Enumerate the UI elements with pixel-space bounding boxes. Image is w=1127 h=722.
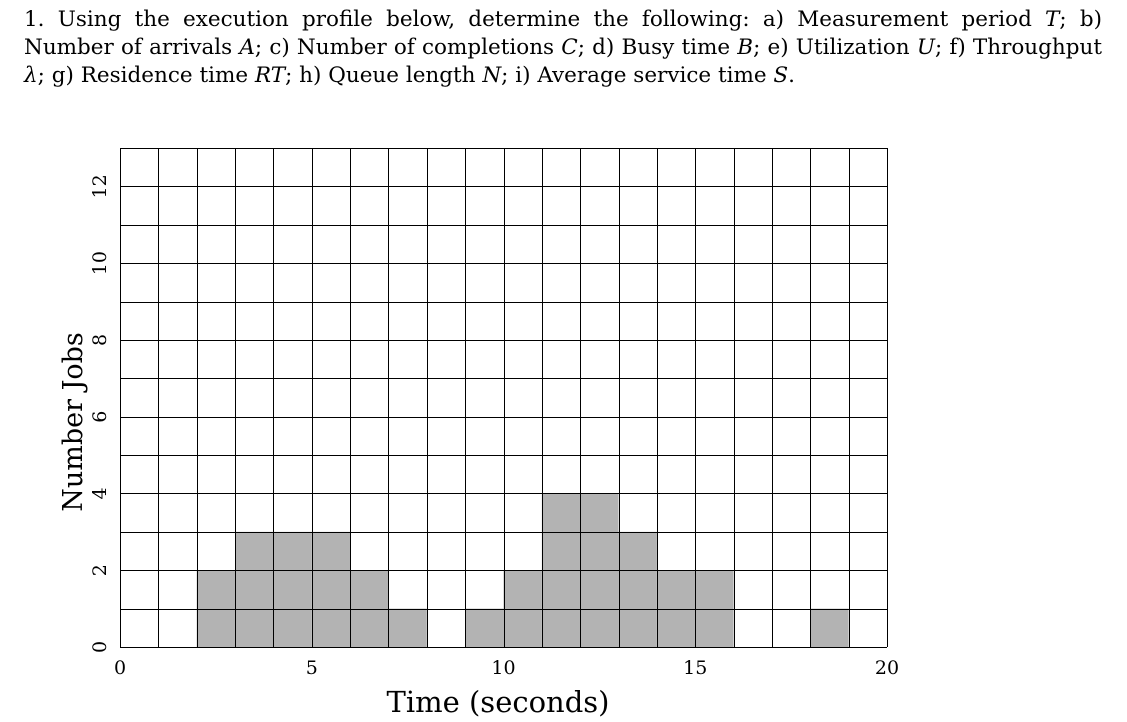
- x-tick-label: 0: [114, 657, 126, 679]
- math-symbol: N: [482, 63, 502, 88]
- question-fragment: .: [788, 63, 795, 88]
- question-fragment: ; i) Average service time: [501, 63, 774, 88]
- bar: [656, 570, 696, 647]
- math-symbol: A: [239, 35, 255, 60]
- math-symbol: U: [916, 35, 935, 60]
- question-fragment: ; f) Throughput: [934, 35, 1103, 60]
- question-fragment: Using the execution profile below, deter…: [57, 7, 1046, 32]
- grid-lines: [120, 148, 888, 648]
- x-tick-label: 5: [306, 657, 318, 679]
- y-tick-label: 0: [89, 641, 111, 653]
- question-text: 1. Using the execution profile below, de…: [24, 6, 1102, 90]
- y-tick-label: 6: [89, 411, 111, 423]
- math-symbol: λ: [24, 63, 38, 88]
- math-symbol: S: [773, 63, 789, 88]
- bar: [810, 608, 849, 647]
- bar: [311, 531, 351, 647]
- x-tick-labels: 0 5 10 15 20: [114, 657, 899, 679]
- y-tick-label: 2: [89, 564, 111, 576]
- bar: [503, 570, 542, 647]
- y-tick-label: 8: [89, 334, 111, 346]
- question-body: Using the execution profile below, deter…: [24, 7, 1102, 88]
- question-number: 1.: [24, 7, 45, 32]
- math-symbol: T: [1045, 7, 1060, 32]
- math-symbol: C: [561, 35, 578, 60]
- question-fragment: ; h) Queue length: [285, 63, 483, 88]
- y-tick-label: 10: [89, 251, 111, 275]
- bar: [196, 570, 236, 647]
- x-tick-label: 10: [491, 657, 515, 679]
- bar: [235, 531, 274, 647]
- bar: [350, 570, 389, 647]
- math-symbol: RT: [254, 63, 286, 88]
- math-symbol: B: [737, 35, 754, 60]
- bar: [695, 570, 734, 647]
- x-tick-label: 20: [875, 657, 899, 679]
- question-fragment: ; g) Residence time: [37, 63, 255, 88]
- x-axis-label: Time (seconds): [387, 685, 610, 719]
- bar: [388, 608, 427, 647]
- bar: [465, 608, 504, 647]
- y-axis-label: Number Jobs: [58, 332, 89, 512]
- y-tick-labels: 0 2 4 6 8 10 12: [89, 174, 111, 653]
- y-tick-label: 12: [89, 174, 111, 198]
- question-fragment: ; d) Busy time: [577, 35, 738, 60]
- x-tick-label: 15: [683, 657, 707, 679]
- bar: [618, 531, 657, 647]
- question-fragment: ; b) Number of arrivals: [24, 7, 1102, 60]
- question-fragment: ; e) Utilization: [753, 35, 917, 60]
- bar: [273, 531, 312, 647]
- y-tick-label: 4: [89, 487, 111, 499]
- question-fragment: ; c) Number of completions: [254, 35, 562, 60]
